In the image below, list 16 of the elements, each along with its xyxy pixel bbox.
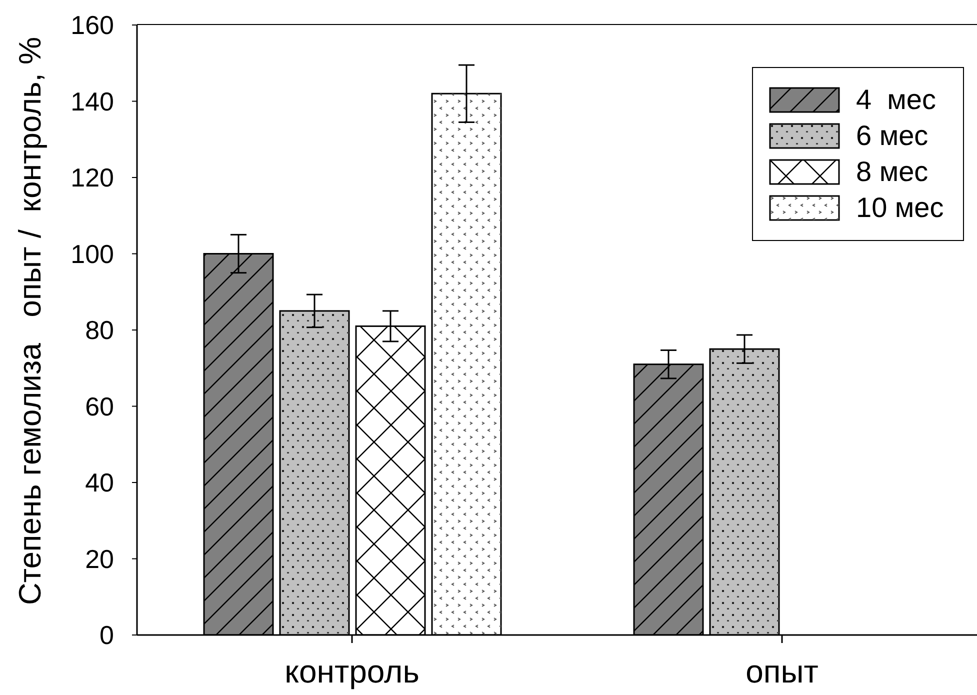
y-axis-title: Степень гемолиза опыт / контроль, % [12,36,48,606]
y-tick-label: 80 [85,315,114,346]
legend-label: 8 мес [856,156,928,187]
y-tick-label: 120 [70,162,114,193]
legend-label: 6 мес [856,120,928,151]
y-tick-label: 100 [70,238,114,269]
y-tick-label: 140 [70,86,114,116]
y-tick-label: 0 [100,620,114,650]
x-tick-label: контроль [284,654,420,690]
y-tick-label: 160 [70,10,114,40]
legend-label: 10 мес [856,192,944,223]
x-tick-label: опыт [746,654,819,690]
y-tick-label: 40 [85,468,114,498]
legend-label: 4 мес [856,84,936,115]
y-tick-label: 20 [85,544,114,574]
y-tick-label: 60 [85,391,114,422]
